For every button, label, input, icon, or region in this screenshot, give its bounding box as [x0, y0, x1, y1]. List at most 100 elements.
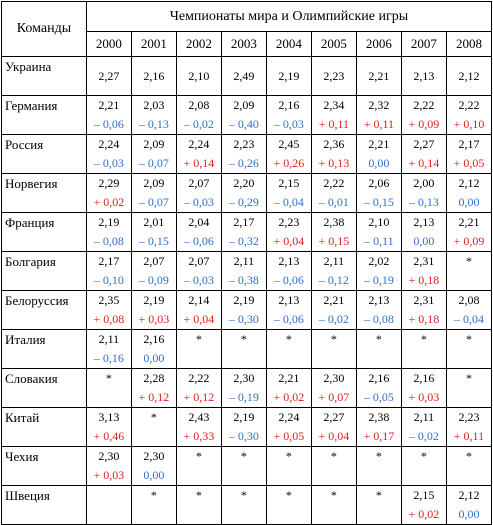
score-cell: 2,28 [130, 368, 177, 388]
score-cell: 2,11 [400, 407, 447, 427]
score-cell: * [265, 329, 312, 349]
delta-cell: + 0,03 [400, 388, 447, 408]
score-cell: 2,08 [445, 290, 493, 310]
delta-cell [265, 505, 312, 525]
score-cell: 2,23 [220, 134, 267, 154]
delta-cell [310, 505, 357, 525]
team-row: Германия 2,21 2,03 2,08 2,09 2,16 2,34 2,32 2,22… [1, 95, 493, 135]
delta-cell: – 0,03 [175, 193, 222, 213]
score-cell: 2,12 [445, 56, 493, 96]
score-cell: 2,27 [310, 407, 357, 427]
team-row: Белоруссия 2,35 2,19 2,14 2,19 2,13 2,21 2,13 2,… [1, 290, 493, 330]
delta-cell: – 0,08 [85, 232, 132, 252]
score-cell: 2,15 [400, 485, 447, 505]
score-cell: 2,27 [85, 56, 132, 96]
score-cell: 2,24 [265, 407, 312, 427]
delta-cell: – 0,02 [175, 115, 222, 135]
year-header: 2006 [355, 31, 402, 57]
delta-cell: 0,00 [445, 505, 493, 525]
score-cell: 2,22 [400, 95, 447, 115]
score-cell: 2,31 [400, 290, 447, 310]
year-header: 2002 [175, 31, 222, 57]
team-row: Китай 3,13 * 2,43 2,19 2,24 2,27 2,38 2,11 2,23 [1, 407, 493, 447]
score-cell [85, 485, 132, 505]
delta-cell: – 0,26 [220, 154, 267, 174]
score-cell: 2,19 [130, 290, 177, 310]
year-header: 2000 [85, 31, 132, 57]
delta-cell [85, 388, 132, 408]
score-cell: * [265, 446, 312, 466]
team-name: Словакия [1, 368, 87, 408]
delta-cell [445, 271, 493, 291]
score-cell: 2,16 [130, 56, 177, 96]
delta-cell: – 0,01 [310, 193, 357, 213]
score-cell: 2,09 [220, 95, 267, 115]
delta-cell: + 0,03 [130, 310, 177, 330]
delta-cell [310, 466, 357, 486]
score-cell: * [220, 485, 267, 505]
delta-cell: – 0,30 [220, 310, 267, 330]
score-cell: 2,30 [220, 368, 267, 388]
delta-cell: – 0,11 [355, 232, 402, 252]
score-cell: 2,19 [265, 56, 312, 96]
delta-cell: + 0,08 [85, 310, 132, 330]
team-name: Белоруссия [1, 290, 87, 330]
score-cell: 2,12 [445, 173, 493, 193]
score-cell: 2,07 [175, 251, 222, 271]
delta-cell: – 0,03 [265, 115, 312, 135]
delta-cell: – 0,40 [220, 115, 267, 135]
team-row: Словакия * 2,28 2,22 2,30 2,21 2,30 2,16 2,16 * [1, 368, 493, 408]
score-cell: * [445, 251, 493, 271]
score-cell: 2,14 [175, 290, 222, 310]
delta-cell: – 0,13 [400, 193, 447, 213]
delta-cell: + 0,11 [445, 427, 493, 447]
score-cell: 2,21 [355, 56, 402, 96]
score-cell: * [175, 446, 222, 466]
team-name: Швеция [1, 485, 87, 525]
score-cell: 2,24 [85, 134, 132, 154]
delta-cell: – 0,15 [130, 232, 177, 252]
delta-cell: – 0,19 [220, 388, 267, 408]
delta-row: + 0,02– 0,07– 0,03– 0,29– 0,04– 0,01– 0,… [2, 193, 493, 213]
score-cell: 2,09 [130, 173, 177, 193]
score-cell: 2,23 [445, 407, 493, 427]
delta-cell [220, 505, 267, 525]
delta-cell: + 0,26 [265, 154, 312, 174]
delta-row: – 0,16 0,00 [2, 349, 493, 369]
delta-cell: – 0,04 [445, 310, 493, 330]
delta-cell: + 0,46 [85, 427, 132, 447]
score-cell: 2,16 [130, 329, 177, 349]
score-cell: 2,38 [310, 212, 357, 232]
delta-cell: + 0,18 [400, 271, 447, 291]
team-name: Италия [1, 329, 87, 369]
delta-cell [130, 505, 177, 525]
score-cell: 2,08 [175, 95, 222, 115]
delta-cell [220, 349, 267, 369]
score-cell: * [400, 329, 447, 349]
score-cell: 2,24 [175, 134, 222, 154]
score-cell: 2,07 [130, 251, 177, 271]
score-cell: 2,45 [265, 134, 312, 154]
delta-cell: – 0,06 [265, 310, 312, 330]
delta-cell [400, 466, 447, 486]
team-row: Италия 2,11 2,16 * * * * * * * [1, 329, 493, 369]
delta-cell: + 0,10 [445, 115, 493, 135]
score-cell: 2,19 [220, 407, 267, 427]
score-cell: * [310, 329, 357, 349]
score-cell: 2,21 [85, 95, 132, 115]
delta-cell: – 0,30 [220, 427, 267, 447]
delta-cell [355, 505, 402, 525]
delta-cell: + 0,09 [400, 115, 447, 135]
delta-cell: – 0,06 [265, 271, 312, 291]
score-cell: 2,13 [265, 251, 312, 271]
delta-cell: – 0,13 [130, 115, 177, 135]
score-cell: 2,21 [445, 212, 493, 232]
delta-cell: 0,00 [130, 466, 177, 486]
delta-cell [445, 349, 493, 369]
team-row: Чехия 2,30 2,30 * * * * * * * [1, 446, 493, 486]
delta-cell: – 0,15 [355, 193, 402, 213]
score-cell: 2,11 [85, 329, 132, 349]
delta-cell [310, 349, 357, 369]
score-cell: * [355, 485, 402, 505]
team-name: Китай [1, 407, 87, 447]
